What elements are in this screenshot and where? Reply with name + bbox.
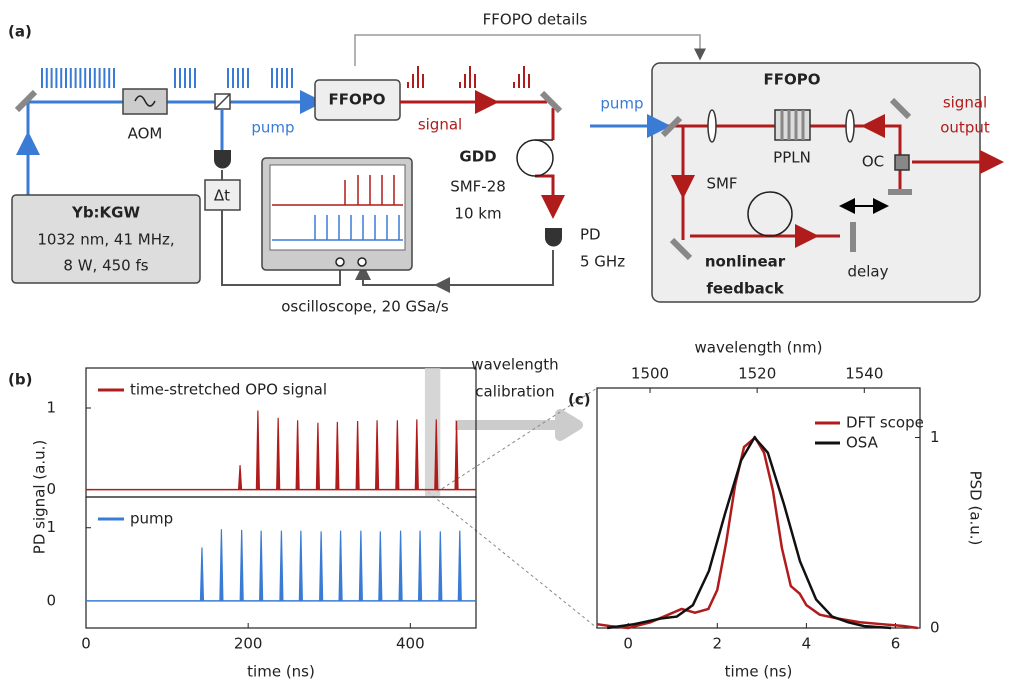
x-tick-label: 200 [234, 635, 263, 653]
pulse [378, 531, 383, 601]
legend-label: DFT scope [846, 414, 924, 432]
annotation: calibration [475, 383, 554, 401]
pulse [414, 419, 419, 490]
y-tick-label: 0 [46, 591, 56, 609]
x-tick-label: 6 [891, 635, 901, 653]
pulse [374, 420, 380, 490]
pulse [315, 422, 320, 490]
label: nonlinear [705, 253, 786, 271]
legend-label: OSA [846, 434, 879, 452]
label: 1032 nm, 41 MHz, [37, 231, 174, 249]
pulse [298, 530, 303, 601]
pulse [417, 530, 423, 601]
label: FFOPO details [483, 11, 588, 29]
pulse [255, 410, 260, 490]
label: oscilloscope, 20 GSa/s [281, 298, 449, 316]
pulse [398, 530, 403, 601]
label: Yb:KGW [71, 204, 141, 222]
label: output [940, 119, 990, 137]
y2-tick-label: 0 [930, 619, 940, 637]
pulse [259, 530, 264, 601]
pulse [276, 417, 281, 490]
label: GDD [459, 148, 496, 166]
pulse [457, 530, 462, 601]
label: SMF-28 [450, 178, 506, 196]
arrow [455, 409, 583, 441]
x2-tick-label: 1540 [845, 365, 883, 383]
setup-diagram [11, 34, 1004, 303]
panel-label: (b) [8, 371, 32, 389]
x-tick-label: 4 [802, 635, 812, 653]
pulse [434, 419, 439, 490]
x-axis-label: time (ns) [247, 663, 315, 681]
pulse [395, 420, 400, 490]
legend-label: time-stretched OPO signal [130, 381, 327, 399]
zoom-line [427, 387, 598, 629]
plot-frame [85, 496, 477, 629]
x-tick-label: 400 [396, 635, 425, 653]
x2-axis-label: wavelength (nm) [695, 339, 823, 357]
y-tick-label: 1 [46, 399, 56, 417]
x-axis-label: time (ns) [725, 663, 793, 681]
label: FFOPO [329, 91, 386, 109]
annotation: wavelength [471, 356, 558, 374]
label: pump [600, 95, 643, 113]
line [596, 435, 918, 630]
y2-axis-label: PSD (a.u.) [967, 471, 985, 546]
label: Δt [214, 187, 230, 205]
y-tick-label: 0 [46, 480, 56, 498]
label: 10 km [454, 205, 501, 223]
label: 5 GHz [580, 253, 625, 271]
x-tick-label: 0 [81, 635, 91, 653]
pulse [199, 547, 205, 601]
pulse [279, 530, 284, 601]
panel-label: (a) [8, 23, 32, 41]
pulse [219, 529, 224, 601]
label: PPLN [773, 149, 811, 167]
x2-tick-label: 1520 [738, 365, 776, 383]
panel-label: (c) [568, 391, 591, 409]
pulse [319, 531, 324, 601]
label: delay [848, 263, 889, 281]
y-tick-label: 1 [46, 518, 56, 536]
label: FFOPO [764, 71, 821, 89]
pulse [237, 465, 243, 490]
label: feedback [706, 280, 784, 298]
label: PD [580, 226, 601, 244]
pulse [438, 531, 443, 601]
label: SMF [706, 175, 737, 193]
plot-frame [596, 387, 921, 629]
x2-tick-label: 1500 [631, 365, 669, 383]
y2-tick-label: 1 [930, 428, 940, 446]
pulse [295, 420, 300, 490]
label: OC [862, 153, 884, 171]
pulse [338, 530, 343, 601]
legend-label: pump [130, 510, 173, 528]
pulse [239, 529, 244, 601]
label: 8 W, 450 fs [63, 257, 148, 275]
line [607, 435, 892, 630]
label: signal [418, 116, 462, 134]
x-tick-label: 0 [623, 635, 633, 653]
x-tick-label: 2 [713, 635, 723, 653]
pulse [335, 421, 340, 490]
pulse [355, 421, 360, 490]
label: AOM [128, 125, 163, 143]
label: signal [943, 94, 987, 112]
setup-labels: (a) FFOPO details AOM pump FFOPO signal … [8, 11, 990, 629]
pulse [454, 421, 459, 490]
label: pump [251, 119, 294, 137]
y-axis-label: PD signal (a.u.) [31, 440, 49, 554]
pulse [358, 530, 363, 601]
